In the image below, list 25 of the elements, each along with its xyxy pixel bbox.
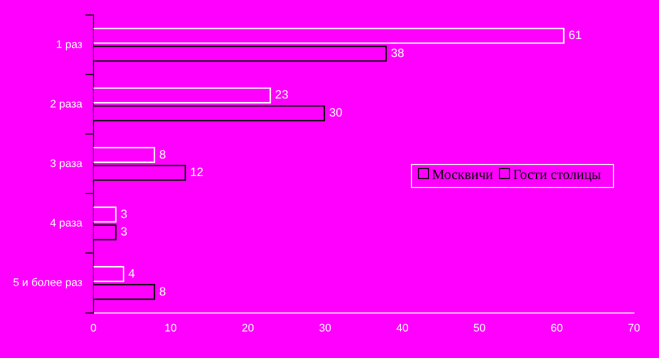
data-label: 30 <box>329 106 343 120</box>
y-tick-label: 1 раз <box>56 38 82 51</box>
data-label: 23 <box>275 88 289 102</box>
y-tick-label: 5 и более раз <box>12 277 82 290</box>
x-tick-label: 20 <box>242 322 254 334</box>
data-label: 12 <box>190 165 204 180</box>
data-label: 8 <box>159 284 166 298</box>
y-tick-label: 2 раза <box>50 98 84 110</box>
text: Москвичи <box>432 168 494 183</box>
data-label: 4 <box>128 266 136 280</box>
x-tick-label: 40 <box>396 322 408 334</box>
text: Гости столицы <box>513 168 601 183</box>
x-tick-label: 60 <box>550 322 563 334</box>
data-label: 61 <box>568 28 582 42</box>
data-label: 38 <box>390 46 405 60</box>
data-label: 8 <box>159 147 166 162</box>
data-label: 3 <box>120 224 128 239</box>
x-tick-label: 0 <box>90 322 96 334</box>
y-tick-label: 3 раза <box>50 158 84 170</box>
x-tick-label: 10 <box>164 322 177 334</box>
data-label: 3 <box>120 206 128 221</box>
y-tick-label: 4 раза <box>50 217 84 230</box>
x-tick-label: 50 <box>473 322 486 334</box>
x-tick-label: 30 <box>318 322 332 334</box>
x-tick-label: 70 <box>628 322 640 334</box>
